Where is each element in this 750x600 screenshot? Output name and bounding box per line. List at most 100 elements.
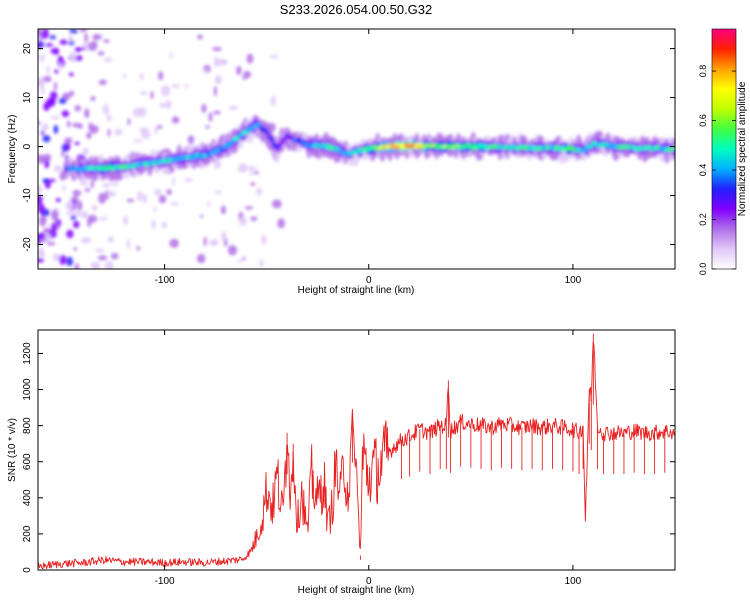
spectrogram-noise-blob bbox=[53, 81, 58, 91]
colorbar-gradient bbox=[711, 28, 737, 270]
spectrogram-noise-blob bbox=[38, 215, 47, 227]
spectrogram-noise-blob bbox=[39, 53, 45, 63]
snr-ytick-label: 400 bbox=[22, 489, 33, 506]
spectrogram-noise-blob bbox=[87, 41, 98, 52]
spectrogram-noise-blob bbox=[69, 29, 78, 34]
spectrogram-noise-blob bbox=[250, 182, 256, 187]
spectrogram-noise-blob bbox=[98, 79, 108, 85]
spectrogram-noise-blob bbox=[153, 127, 158, 134]
spectrogram-noise-blob bbox=[38, 203, 45, 214]
spectrogram-ridge-core bbox=[672, 146, 675, 151]
spectrogram-noise-blob bbox=[149, 150, 156, 154]
spectrogram-noise-blob bbox=[38, 154, 46, 164]
spectrogram-noise-blob bbox=[38, 185, 43, 194]
spectrogram-noise-blob bbox=[158, 194, 167, 204]
spectrogram-noise-blob bbox=[40, 129, 45, 136]
spectrogram-noise-blob bbox=[153, 207, 157, 213]
spectrogram-ridge-core bbox=[265, 130, 270, 136]
spectrogram-noise-blob bbox=[256, 187, 262, 196]
spectrogram-noise-blob bbox=[74, 263, 80, 269]
snr-ytick-label: 1000 bbox=[22, 378, 33, 401]
spectrogram-noise-blob bbox=[53, 165, 63, 173]
spectrogram-noise-blob bbox=[65, 154, 69, 160]
spectrogram-noise-blob bbox=[42, 135, 51, 143]
spectrogram-noise-blob bbox=[213, 239, 218, 246]
spectrogram-noise-blob bbox=[91, 204, 98, 212]
spectrogram-noise-blob bbox=[38, 232, 47, 239]
spectrogram-noise-blob bbox=[123, 215, 128, 226]
spectrogram-noise-blob bbox=[104, 260, 114, 269]
spectrogram-noise-blob bbox=[139, 91, 148, 95]
colorbar-tick-label: 0.4 bbox=[698, 164, 708, 177]
spectrogram-noise-blob bbox=[171, 84, 181, 89]
snr-xtick-label: 0 bbox=[366, 576, 372, 587]
spectrogram-noise-blob bbox=[66, 211, 73, 216]
spectrogram-noise-blob bbox=[97, 51, 105, 56]
spectrogram-noise-blob bbox=[169, 51, 173, 59]
spectrogram-noise-blob bbox=[102, 104, 110, 116]
spectrogram-noise-blob bbox=[203, 68, 209, 74]
spectrogram-noise-blob bbox=[87, 217, 92, 228]
spectrogram-ytick-label: 10 bbox=[22, 92, 33, 104]
spectrogram-noise-blob bbox=[261, 234, 267, 245]
spectrogram-marks bbox=[38, 29, 675, 269]
spectrogram-noise-blob bbox=[95, 248, 105, 253]
spectrogram-noise-blob bbox=[52, 253, 62, 261]
snr-xtick-label: -100 bbox=[155, 576, 175, 587]
spectrogram-noise-blob bbox=[271, 199, 282, 209]
spectrogram-noise-blob bbox=[89, 125, 99, 134]
spectrogram-noise-blob bbox=[154, 188, 162, 197]
snr-xlabel: Height of straight line (km) bbox=[298, 585, 415, 596]
spectrogram-noise-blob bbox=[169, 238, 179, 248]
spectrogram-noise-blob bbox=[126, 239, 131, 250]
spectrogram-ytick-label: 0 bbox=[22, 143, 33, 149]
spectrogram-noise-blob bbox=[45, 98, 56, 108]
spectrogram-noise-blob bbox=[67, 56, 72, 60]
spectrogram-noise-blob bbox=[239, 216, 247, 226]
spectrogram-noise-blob bbox=[237, 163, 248, 173]
spectrogram-noise-blob bbox=[114, 128, 123, 136]
spectrogram-noise-blob bbox=[53, 124, 59, 134]
spectrogram-noise-blob bbox=[84, 108, 90, 119]
spectrogram-noise-blob bbox=[72, 211, 82, 217]
spectrogram-noise-blob bbox=[84, 188, 91, 192]
spectrogram-noise-blob bbox=[79, 29, 88, 33]
snr-ylabel: SNR (10 * v/v) bbox=[7, 418, 18, 482]
spectrogram-noise-blob bbox=[65, 200, 74, 211]
spectrogram-noise-blob bbox=[50, 48, 60, 55]
figure-title: S233.2026.054.00.50.G32 bbox=[280, 2, 433, 17]
spectrogram-noise-blob bbox=[277, 218, 286, 229]
spectrogram-noise-blob bbox=[43, 76, 52, 82]
spectrogram-noise-blob bbox=[90, 261, 96, 269]
spectrogram-noise-blob bbox=[40, 90, 46, 95]
spectrogram-noise-blob bbox=[61, 184, 66, 191]
spectrogram-noise-blob bbox=[228, 105, 238, 111]
spectrogram-noise-blob bbox=[203, 236, 207, 247]
colorbar: 0.0 0.2 0.4 0.6 0.8 Normalized spectral ampl… bbox=[698, 28, 748, 275]
spectrogram-noise-blob bbox=[40, 212, 44, 216]
spectrogram-noise-blob bbox=[137, 190, 143, 202]
spectrogram-noise-blob bbox=[270, 95, 276, 107]
snr-series-line bbox=[38, 341, 675, 570]
spectrogram-noise-blob bbox=[72, 189, 82, 197]
spectrogram-noise-blob bbox=[159, 102, 167, 108]
spectrogram-frame bbox=[37, 28, 676, 270]
spectrogram-noise-blob bbox=[156, 125, 163, 129]
spectrogram-noise-blob bbox=[161, 221, 167, 229]
spectrogram-noise-blob bbox=[158, 71, 164, 81]
spectrogram-xlabel: Height of straight line (km) bbox=[298, 285, 415, 296]
spectrogram-noise-blob bbox=[184, 177, 193, 183]
spectrogram-noise-blob bbox=[82, 147, 89, 156]
spectrogram-noise-blob bbox=[49, 91, 58, 101]
spectrogram-noise-blob bbox=[106, 114, 112, 122]
spectrogram-noise-blob bbox=[90, 96, 96, 101]
spectrogram-noise-blob bbox=[98, 192, 107, 204]
spectrogram-noise-blob bbox=[241, 257, 246, 261]
spectrogram-noise-blob bbox=[38, 29, 43, 36]
spectrogram-noise-blob bbox=[133, 139, 143, 143]
spectrogram-noise-blob bbox=[38, 78, 45, 87]
spectrogram-noise-blob bbox=[92, 34, 103, 40]
spectrogram-noise-blob bbox=[98, 216, 109, 221]
